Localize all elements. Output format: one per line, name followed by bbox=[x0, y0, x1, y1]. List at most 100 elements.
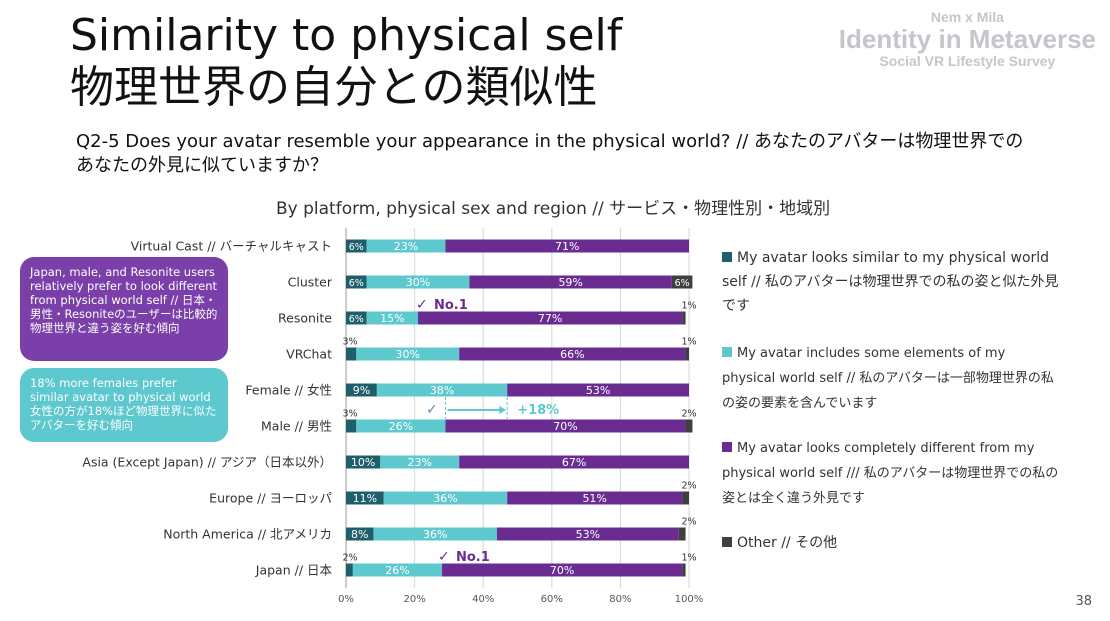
x-tick-label: 100% bbox=[675, 594, 704, 605]
bar-segment bbox=[346, 239, 367, 253]
no1-label: No.1 bbox=[456, 550, 490, 565]
x-tick-label: 60% bbox=[541, 594, 563, 605]
callout-purple: Japan, male, and Resonite users relative… bbox=[20, 257, 228, 361]
category-label: VRChat bbox=[286, 347, 332, 362]
bar-segment bbox=[507, 491, 683, 505]
legend-item-different: My avatar looks completely different fro… bbox=[722, 436, 1062, 511]
data-label: 10% bbox=[351, 456, 375, 469]
bar-segment bbox=[678, 527, 686, 541]
bar-segment bbox=[346, 347, 357, 361]
category-label: Virtual Cast // バーチャルキャスト bbox=[131, 239, 332, 254]
bar-segment bbox=[346, 311, 367, 325]
data-label: 36% bbox=[433, 492, 457, 505]
bar-segment bbox=[442, 563, 683, 577]
data-label: 3% bbox=[342, 337, 357, 348]
data-label: 2% bbox=[342, 553, 357, 564]
bar-segment bbox=[445, 419, 686, 433]
bar-segment bbox=[376, 383, 508, 397]
bar-segment bbox=[380, 455, 460, 469]
data-label: 71% bbox=[555, 240, 579, 253]
title-japanese: 物理世界の自分との類似性 bbox=[70, 62, 598, 113]
bar-segment bbox=[459, 347, 686, 361]
data-label: 2% bbox=[681, 517, 696, 528]
bar-segment bbox=[459, 455, 689, 469]
bar-segment bbox=[346, 563, 353, 577]
legend-swatch-different bbox=[722, 442, 732, 452]
data-label: 70% bbox=[553, 420, 577, 433]
legend-item-other: Other // その他 bbox=[722, 531, 1062, 555]
bar-segment bbox=[346, 527, 374, 541]
x-tick-label: 20% bbox=[403, 594, 425, 605]
data-label: 6% bbox=[349, 314, 364, 325]
data-label: 36% bbox=[423, 528, 447, 541]
data-label: 2% bbox=[681, 409, 696, 420]
data-label: 1% bbox=[681, 337, 696, 348]
data-label: 11% bbox=[353, 492, 377, 505]
title-english: Similarity to physical self bbox=[70, 10, 623, 61]
data-label: 8% bbox=[351, 528, 368, 541]
page-number: 38 bbox=[1075, 594, 1092, 609]
category-label: Europe // ヨーロッパ bbox=[209, 491, 332, 506]
data-label: 77% bbox=[538, 312, 562, 325]
data-label: 38% bbox=[430, 384, 454, 397]
check-mark: ✓ bbox=[426, 402, 438, 418]
bar-segment bbox=[685, 419, 693, 433]
data-label: 26% bbox=[389, 420, 413, 433]
check-mark: ✓ bbox=[438, 549, 450, 565]
data-label: 26% bbox=[385, 564, 409, 577]
data-label: 51% bbox=[582, 492, 606, 505]
check-mark: ✓ bbox=[416, 297, 428, 313]
brand-line-2: Identity in Metaverse bbox=[838, 24, 1096, 54]
data-label: 1% bbox=[681, 553, 696, 564]
data-label: 70% bbox=[550, 564, 574, 577]
page-title: Similarity to physical self 物理世界の自分との類似性 bbox=[70, 10, 622, 114]
bar-segment bbox=[356, 347, 460, 361]
data-label: 6% bbox=[675, 278, 690, 289]
data-label: 59% bbox=[558, 276, 582, 289]
bar-segment bbox=[346, 491, 384, 505]
bar-segment bbox=[356, 419, 446, 433]
bar-segment bbox=[507, 383, 689, 397]
data-label: 3% bbox=[342, 409, 357, 420]
bar-segment bbox=[682, 311, 686, 325]
bar-segment bbox=[346, 419, 357, 433]
brand-logo: Nem x Mila Identity in Metaverse Social … bbox=[839, 8, 1096, 70]
category-label: Male // 男性 bbox=[261, 419, 332, 434]
brand-line-3: Social VR Lifestyle Survey bbox=[879, 53, 1056, 69]
bar-segment bbox=[685, 347, 689, 361]
legend-item-some-elements: My avatar includes some elements of my p… bbox=[722, 341, 1062, 416]
data-label: 23% bbox=[408, 456, 432, 469]
data-label: 9% bbox=[353, 384, 370, 397]
legend-text-other: Other // その他 bbox=[737, 535, 838, 551]
bar-segment bbox=[346, 275, 367, 289]
bar-segment bbox=[418, 311, 683, 325]
brand-line-1: Nem x Mila bbox=[930, 9, 1004, 25]
bar-segment bbox=[366, 239, 446, 253]
plus18-label: +18% bbox=[517, 403, 559, 418]
x-tick-label: 0% bbox=[338, 594, 354, 605]
legend-swatch-other bbox=[722, 537, 732, 547]
data-label: 6% bbox=[349, 278, 364, 289]
bar-segment bbox=[383, 491, 508, 505]
x-tick-label: 40% bbox=[472, 594, 494, 605]
data-label: 53% bbox=[576, 528, 600, 541]
bar-segment bbox=[671, 275, 693, 289]
bar-segment bbox=[373, 527, 497, 541]
data-label: 30% bbox=[406, 276, 430, 289]
arrow-head bbox=[499, 406, 507, 414]
category-label: Cluster bbox=[288, 275, 333, 290]
legend-text-similar: My avatar looks similar to my physical w… bbox=[722, 250, 1059, 314]
bar-segment bbox=[469, 275, 672, 289]
bar-segment bbox=[445, 239, 689, 253]
legend-text-different: My avatar looks completely different fro… bbox=[722, 441, 1059, 506]
legend-swatch-some-elements bbox=[722, 347, 732, 357]
data-label: 66% bbox=[560, 348, 584, 361]
x-tick-label: 80% bbox=[609, 594, 631, 605]
bar-segment bbox=[352, 563, 443, 577]
bar-segment bbox=[366, 275, 470, 289]
data-label: 67% bbox=[562, 456, 586, 469]
category-label: Female // 女性 bbox=[245, 383, 332, 398]
bar-segment bbox=[346, 383, 377, 397]
category-label: Asia (Except Japan) // アジア（日本以外） bbox=[82, 455, 332, 470]
bar-segment bbox=[366, 311, 419, 325]
